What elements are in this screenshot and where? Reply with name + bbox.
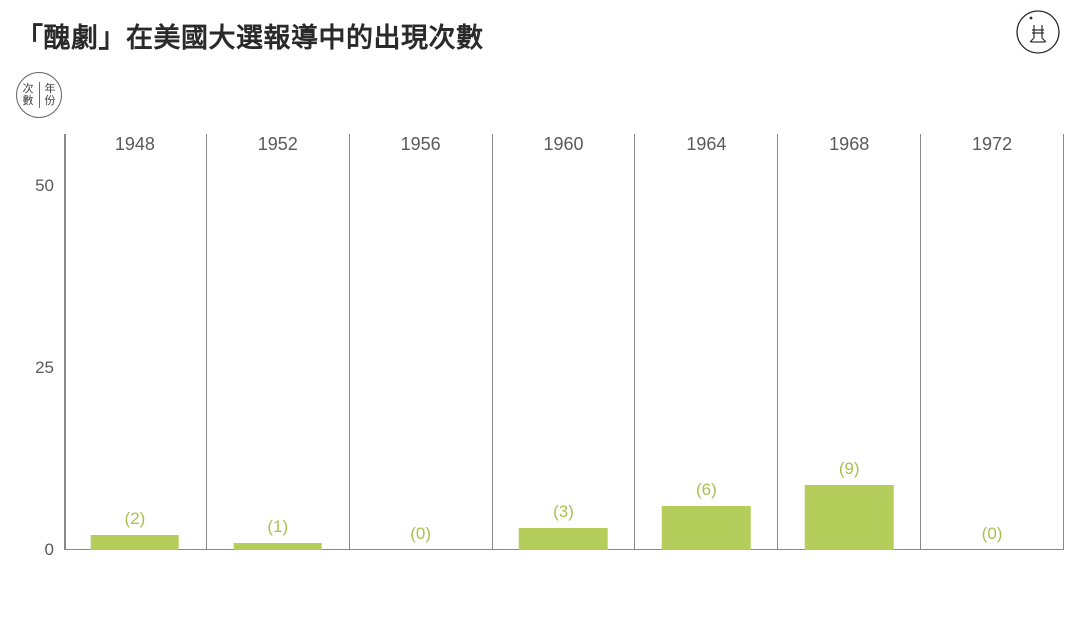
axis-legend-badge: 次 數 年 份 [16,72,62,118]
x-tick-label: 1952 [207,134,349,155]
y-tick-label: 50 [35,176,54,196]
bar [519,528,608,550]
bar-value-label: (9) [778,459,920,479]
bar [233,543,322,550]
axis-legend-left: 次 數 [17,83,39,107]
x-tick-label: 1948 [64,134,206,155]
chart-column: 1968 (9) [778,134,921,550]
x-tick-label: 1964 [635,134,777,155]
axis-legend-right: 年 份 [39,83,61,107]
x-tick-label: 1968 [778,134,920,155]
bar-value-label: (0) [350,524,492,544]
bar-value-label: (6) [635,480,777,500]
chart-column: 1960 (3) [493,134,636,550]
plot-area: 1948(2)1952(1)1956(0)1960(3)1964(6)1968(… [64,150,1064,550]
bar-value-label: (0) [921,524,1063,544]
bar-value-label: (3) [493,502,635,522]
chart-column: 1956 (0) [350,134,493,550]
bar [91,535,180,550]
y-tick-label: 0 [45,540,54,560]
bar-value-label: (1) [207,517,349,537]
chart-column: 1948 (2) [64,134,207,550]
chart-title: 「醜劇」在美國大選報導中的出現次數 [16,16,1060,55]
x-tick-label: 1972 [921,134,1063,155]
bar [805,485,894,550]
chart-column: 1972 (0) [921,134,1064,550]
y-axis: 02550 [16,150,64,550]
x-tick-label: 1960 [493,134,635,155]
y-tick-label: 25 [35,358,54,378]
brand-logo-icon [1014,8,1062,56]
bar-chart: 02550 1948(2)1952(1)1956(0)1960(3)1964(6… [16,150,1064,550]
bar-value-label: (2) [64,509,206,529]
bar [662,506,751,550]
x-tick-label: 1956 [350,134,492,155]
chart-column: 1952 (1) [207,134,350,550]
chart-column: 1964 (6) [635,134,778,550]
